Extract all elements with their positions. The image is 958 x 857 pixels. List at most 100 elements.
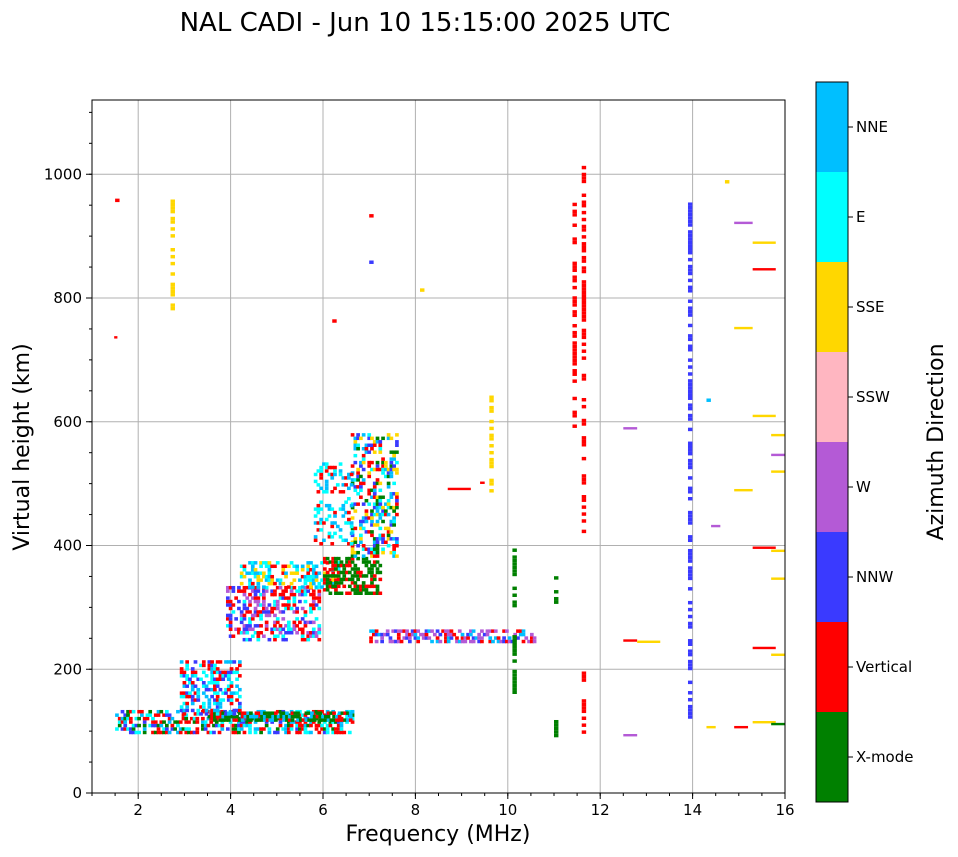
echo-cell bbox=[300, 568, 305, 572]
echo-cell bbox=[572, 265, 577, 269]
echo-cell bbox=[687, 573, 693, 577]
echo-cell bbox=[242, 720, 247, 724]
echo-cell bbox=[245, 631, 250, 635]
echo-cell bbox=[345, 556, 349, 561]
echo-cell bbox=[480, 639, 484, 644]
echo-cell bbox=[438, 632, 443, 637]
echo-cell bbox=[364, 560, 369, 564]
echo-cell bbox=[137, 716, 141, 721]
echo-cell bbox=[687, 445, 693, 449]
echo-cell bbox=[572, 414, 577, 418]
echo-cell bbox=[228, 585, 233, 590]
echo-cell bbox=[353, 584, 358, 589]
echo-cell bbox=[298, 599, 302, 604]
echo-cell bbox=[256, 596, 261, 600]
echo-cell bbox=[324, 465, 329, 470]
echo-cell bbox=[196, 712, 201, 716]
echo-cell bbox=[267, 568, 272, 572]
echo-cell bbox=[330, 524, 335, 529]
echo-cell bbox=[281, 568, 286, 572]
echo-cell bbox=[300, 723, 305, 728]
echo-cell bbox=[313, 507, 318, 511]
echo-cell bbox=[193, 684, 198, 688]
echo-cell bbox=[284, 571, 288, 575]
echo-cell bbox=[262, 571, 266, 575]
echo-cell bbox=[392, 554, 396, 558]
echo-cell bbox=[581, 439, 587, 444]
echo-cell bbox=[512, 687, 517, 691]
echo-cell bbox=[254, 718, 259, 722]
echo-cell bbox=[687, 233, 693, 238]
echo-cell bbox=[295, 564, 299, 569]
echo-cell bbox=[193, 660, 198, 664]
echo-cell bbox=[182, 694, 187, 699]
echo-cell bbox=[386, 502, 391, 506]
echo-cell bbox=[346, 718, 350, 722]
echo-cell bbox=[265, 711, 270, 715]
echo-cell bbox=[201, 716, 205, 721]
echo-cell bbox=[115, 198, 120, 203]
echo-cell bbox=[399, 629, 404, 633]
echo-cell bbox=[275, 634, 280, 638]
echo-cell bbox=[162, 730, 166, 735]
echo-cell bbox=[204, 687, 209, 692]
echo-cell bbox=[242, 631, 247, 635]
echo-cell bbox=[303, 720, 308, 724]
echo-cell bbox=[237, 660, 242, 664]
echo-cell bbox=[220, 723, 225, 728]
echo-cell bbox=[687, 240, 693, 245]
echo-cell bbox=[333, 472, 337, 477]
echo-cell bbox=[295, 631, 299, 635]
echo-cell bbox=[572, 355, 577, 359]
echo-cell bbox=[314, 603, 319, 607]
echo-cell bbox=[231, 589, 236, 593]
echo-cell bbox=[278, 581, 283, 586]
echo-cell bbox=[334, 720, 338, 724]
echo-cell bbox=[336, 584, 341, 589]
echo-cell bbox=[228, 606, 233, 611]
echo-cell bbox=[337, 718, 342, 722]
echo-cell bbox=[268, 711, 273, 715]
echo-cell bbox=[338, 462, 343, 466]
echo-cell bbox=[256, 727, 261, 731]
echo-cell bbox=[309, 606, 313, 611]
echo-cell bbox=[210, 714, 214, 719]
echo-cell bbox=[188, 677, 192, 682]
echo-cell bbox=[303, 592, 308, 597]
echo-cell bbox=[295, 730, 299, 735]
echo-cell bbox=[370, 443, 374, 447]
echo-cell bbox=[207, 714, 212, 719]
echo-cell bbox=[513, 632, 518, 637]
echo-cell bbox=[477, 639, 482, 644]
echo-cell bbox=[370, 563, 374, 568]
echo-cell bbox=[210, 663, 214, 668]
echo-cell bbox=[375, 584, 380, 589]
echo-cell bbox=[687, 403, 693, 407]
echo-cell bbox=[489, 489, 494, 493]
echo-cell bbox=[213, 670, 217, 675]
echo-cell bbox=[303, 599, 308, 604]
echo-cell bbox=[195, 716, 200, 721]
echo-cell bbox=[372, 560, 377, 564]
echo-cell bbox=[242, 568, 247, 572]
echo-cell bbox=[339, 727, 344, 731]
echo-cell bbox=[485, 632, 490, 637]
echo-cell bbox=[284, 589, 288, 593]
echo-cell bbox=[281, 589, 286, 593]
echo-cell bbox=[687, 209, 693, 213]
echo-cell bbox=[334, 567, 338, 571]
echo-cell bbox=[396, 629, 401, 633]
echo-cell bbox=[356, 584, 360, 589]
echo-cell bbox=[311, 589, 316, 593]
echo-cell bbox=[364, 450, 369, 454]
echo-cell bbox=[367, 492, 372, 496]
echo-cell bbox=[240, 718, 245, 722]
echo-cell bbox=[316, 521, 321, 525]
echo-cell bbox=[389, 495, 394, 499]
echo-cell bbox=[195, 720, 200, 724]
echo-cell bbox=[123, 713, 128, 717]
echo-cell bbox=[260, 711, 264, 715]
echo-cell bbox=[378, 516, 383, 520]
echo-cell bbox=[356, 433, 360, 437]
echo-cell bbox=[324, 469, 329, 473]
